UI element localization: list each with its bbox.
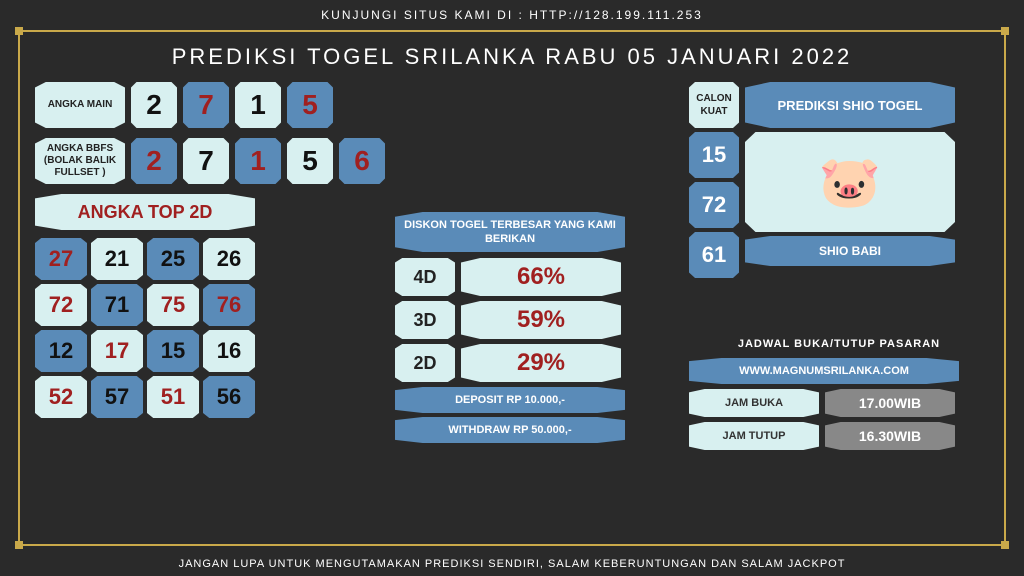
diskon-label: 3D: [395, 301, 455, 339]
number-box: 6: [339, 138, 385, 184]
calon-number: 15: [689, 132, 739, 178]
number-box: 2: [131, 138, 177, 184]
diskon-value: 29%: [461, 344, 621, 382]
calon-number: 72: [689, 182, 739, 228]
corner-icon: [1001, 27, 1009, 35]
calon-kuat-label: CALON KUAT: [689, 82, 739, 128]
page-title: PREDIKSI TOGEL SRILANKA RABU 05 JANUARI …: [20, 44, 1004, 70]
angka-main-row: ANGKA MAIN 2715: [35, 82, 385, 128]
main-frame: PREDIKSI TOGEL SRILANKA RABU 05 JANUARI …: [18, 30, 1006, 546]
jadwal-value: 17.00WIB: [825, 389, 955, 417]
jadwal-row: JAM BUKA17.00WIB: [689, 389, 989, 417]
number-box: 16: [203, 330, 255, 372]
number-box: 1: [235, 82, 281, 128]
right-column: CALON KUAT 15 72 61 PREDIKSI SHIO TOGEL …: [689, 82, 989, 455]
deposit-label: DEPOSIT RP 10.000,-: [395, 387, 625, 413]
diskon-row: 4D66%: [395, 258, 645, 296]
diskon-row: 3D59%: [395, 301, 645, 339]
number-box: 7: [183, 138, 229, 184]
number-box: 57: [91, 376, 143, 418]
angka-bbfs-label: ANGKA BBFS (BOLAK BALIK FULLSET ): [35, 138, 125, 184]
shio-image: 🐷: [745, 132, 955, 232]
angka-bbfs-row: ANGKA BBFS (BOLAK BALIK FULLSET ) 27156: [35, 138, 385, 184]
jadwal-label: JAM TUTUP: [689, 422, 819, 450]
content-area: ANGKA MAIN 2715 ANGKA BBFS (BOLAK BALIK …: [35, 82, 989, 534]
jadwal-site: WWW.MAGNUMSRILANKA.COM: [689, 358, 959, 384]
top2d-header: ANGKA TOP 2D: [35, 194, 255, 230]
number-box: 7: [183, 82, 229, 128]
number-box: 71: [91, 284, 143, 326]
pig-icon: 🐷: [819, 153, 881, 212]
angka-main-label: ANGKA MAIN: [35, 82, 125, 128]
left-column: ANGKA MAIN 2715 ANGKA BBFS (BOLAK BALIK …: [35, 82, 385, 418]
diskon-label: 4D: [395, 258, 455, 296]
diskon-value: 59%: [461, 301, 621, 339]
number-box: 72: [35, 284, 87, 326]
diskon-label: 2D: [395, 344, 455, 382]
number-box: 12: [35, 330, 87, 372]
number-box: 5: [287, 138, 333, 184]
number-box: 25: [147, 238, 199, 280]
number-box: 27: [35, 238, 87, 280]
number-box: 2: [131, 82, 177, 128]
footer-text: JANGAN LUPA UNTUK MENGUTAMAKAN PREDIKSI …: [0, 558, 1024, 570]
number-box: 26: [203, 238, 255, 280]
calon-number: 61: [689, 232, 739, 278]
corner-icon: [1001, 541, 1009, 549]
shio-header: PREDIKSI SHIO TOGEL: [745, 82, 955, 128]
number-box: 5: [287, 82, 333, 128]
visit-header: KUNJUNGI SITUS KAMI DI : HTTP://128.199.…: [0, 0, 1024, 30]
number-box: 15: [147, 330, 199, 372]
jadwal-value: 16.30WIB: [825, 422, 955, 450]
jadwal-header: JADWAL BUKA/TUTUP PASARAN: [689, 338, 989, 350]
withdraw-label: WITHDRAW RP 50.000,-: [395, 417, 625, 443]
jadwal-label: JAM BUKA: [689, 389, 819, 417]
diskon-header: DISKON TOGEL TERBESAR YANG KAMI BERIKAN: [395, 212, 625, 252]
shio-name: SHIO BABI: [745, 236, 955, 266]
diskon-value: 66%: [461, 258, 621, 296]
corner-icon: [15, 541, 23, 549]
number-box: 51: [147, 376, 199, 418]
number-box: 21: [91, 238, 143, 280]
number-box: 76: [203, 284, 255, 326]
jadwal-row: JAM TUTUP16.30WIB: [689, 422, 989, 450]
top2d-grid: 27212526 72717576 12171516 52575156: [35, 238, 385, 418]
number-box: 17: [91, 330, 143, 372]
number-box: 56: [203, 376, 255, 418]
number-box: 52: [35, 376, 87, 418]
middle-column: DISKON TOGEL TERBESAR YANG KAMI BERIKAN …: [395, 212, 645, 447]
number-box: 1: [235, 138, 281, 184]
number-box: 75: [147, 284, 199, 326]
corner-icon: [15, 27, 23, 35]
diskon-row: 2D29%: [395, 344, 645, 382]
